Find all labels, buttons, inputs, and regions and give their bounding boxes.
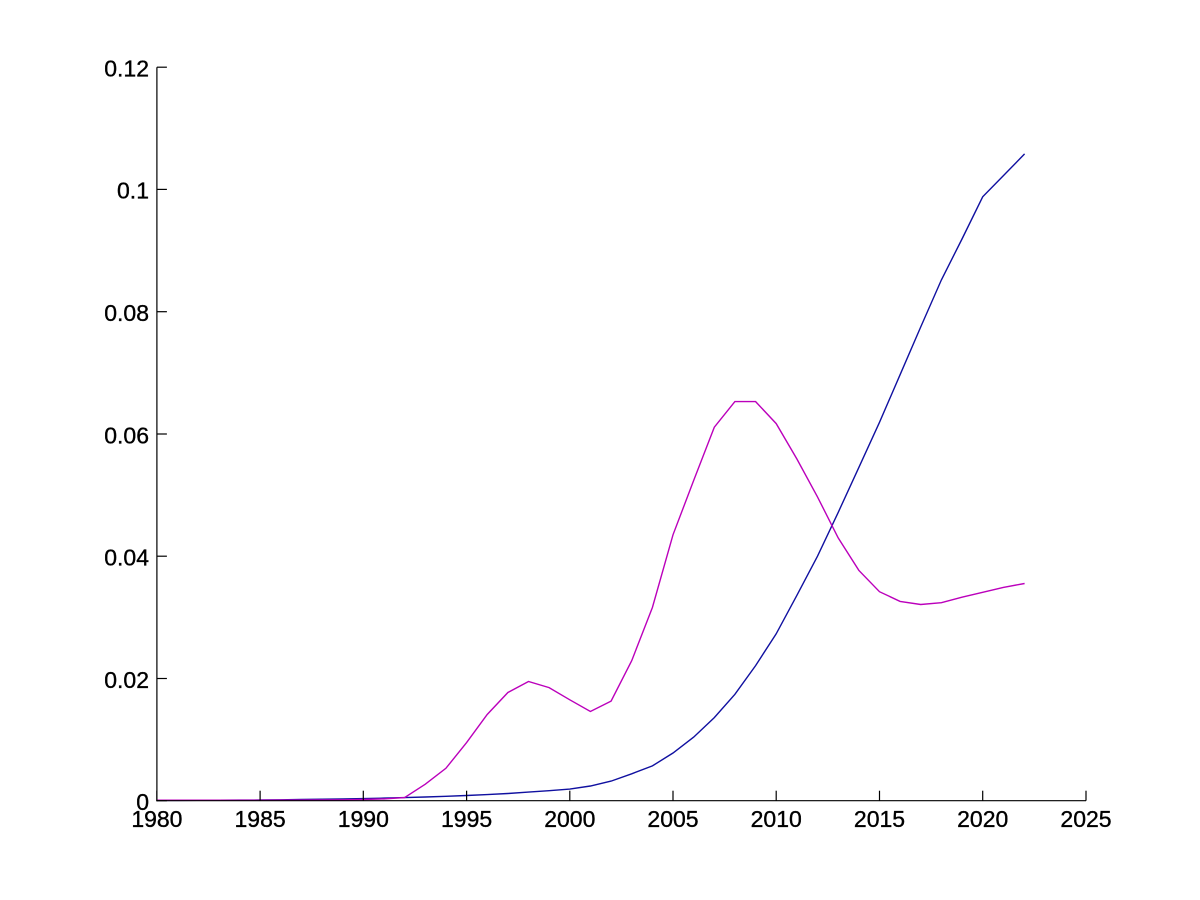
svg-text:1995: 1995 <box>441 806 492 832</box>
svg-text:0.06: 0.06 <box>104 422 149 448</box>
svg-text:0.1: 0.1 <box>117 178 149 204</box>
svg-text:2010: 2010 <box>751 806 802 832</box>
svg-text:0.02: 0.02 <box>104 667 149 693</box>
svg-text:0.12: 0.12 <box>104 56 149 82</box>
svg-text:1985: 1985 <box>235 806 286 832</box>
svg-text:2025: 2025 <box>1060 806 1111 832</box>
svg-text:0.08: 0.08 <box>104 300 149 326</box>
svg-text:0: 0 <box>136 789 149 815</box>
svg-text:1980: 1980 <box>131 806 182 832</box>
svg-text:2005: 2005 <box>647 806 698 832</box>
svg-text:1990: 1990 <box>338 806 389 832</box>
svg-text:2020: 2020 <box>957 806 1008 832</box>
svg-text:2015: 2015 <box>854 806 905 832</box>
svg-text:2000: 2000 <box>544 806 595 832</box>
svg-text:0.04: 0.04 <box>104 545 149 571</box>
